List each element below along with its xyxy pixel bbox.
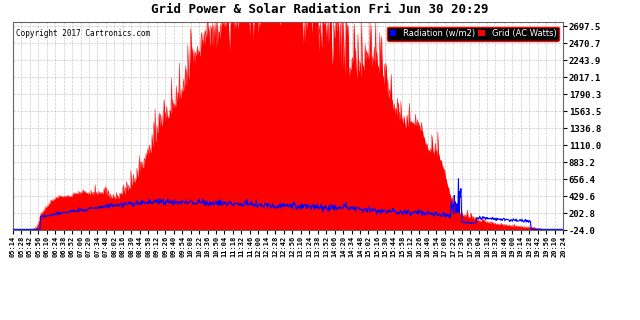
- Legend: Radiation (w/m2), Grid (AC Watts): Radiation (w/m2), Grid (AC Watts): [387, 27, 559, 41]
- Text: Grid Power & Solar Radiation Fri Jun 30 20:29: Grid Power & Solar Radiation Fri Jun 30 …: [151, 3, 489, 16]
- Text: Copyright 2017 Cartronics.com: Copyright 2017 Cartronics.com: [15, 28, 150, 38]
